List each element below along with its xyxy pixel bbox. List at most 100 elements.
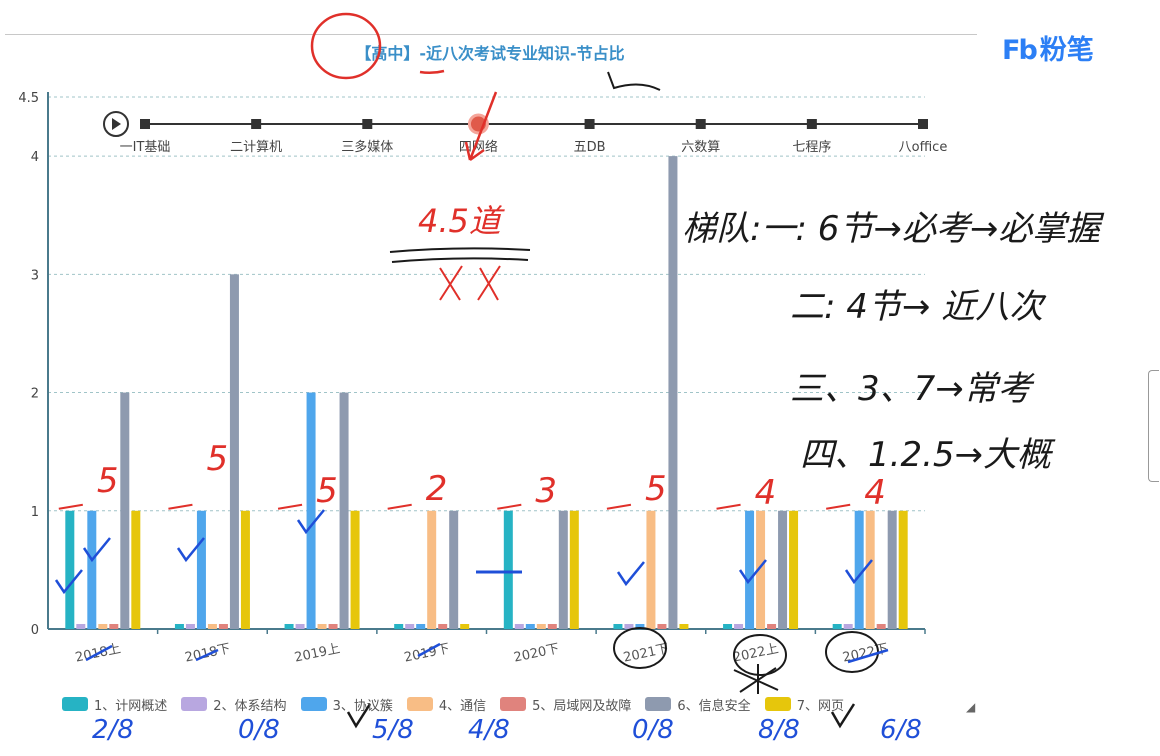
- y-tick-label: 0: [31, 623, 39, 638]
- bar: [207, 624, 217, 629]
- bar: [536, 624, 546, 629]
- ink-category-total: 2: [426, 469, 448, 509]
- legend-item[interactable]: 7、网页: [764, 695, 844, 714]
- timeline-node[interactable]: [140, 119, 150, 129]
- timeline-node[interactable]: [918, 119, 928, 129]
- legend-swatch: [406, 697, 433, 711]
- bar: [745, 510, 755, 629]
- bar: [723, 624, 733, 629]
- bar: [778, 510, 788, 629]
- timeline-label[interactable]: 六数算: [681, 140, 720, 155]
- ink-check: [738, 559, 767, 585]
- legend: 1、计网概述 2、体系结构 3、协议簇 4、通信 5、局域网及故障 6、信息安全 7、网页: [62, 694, 962, 714]
- y-tick-label: 4: [31, 150, 39, 165]
- brand-logo: Fb 粉笔: [1002, 28, 1094, 67]
- timeline-label[interactable]: 七程序: [792, 140, 831, 155]
- ink-fraction: 2/8: [92, 715, 134, 745]
- bar: [789, 510, 799, 629]
- ink-circle: [613, 627, 667, 669]
- legend-label: 4、通信: [438, 698, 487, 714]
- bar: [679, 624, 689, 629]
- legend-label: 2、体系结构: [213, 698, 287, 714]
- bar: [547, 624, 557, 629]
- bar: [635, 624, 645, 629]
- bar: [438, 624, 448, 629]
- ink-arrow: [464, 91, 498, 162]
- bar: [832, 624, 842, 629]
- timeline-label[interactable]: 三多媒体: [341, 139, 393, 155]
- bar: [185, 624, 195, 629]
- timeline[interactable]: 一IT基础 二计算机 三多媒体 四网络 五DB 六数算 七程序 八office: [103, 111, 948, 155]
- timeline-node[interactable]: [806, 119, 817, 129]
- ink-underline: [419, 69, 445, 75]
- ink-check: [176, 537, 205, 563]
- legend-label: 6、信息安全: [677, 698, 751, 714]
- side-panel-edge: [1148, 370, 1159, 482]
- bar: [131, 510, 141, 629]
- legend-label: 1、计网概述: [94, 698, 168, 714]
- ink-underline: [85, 642, 889, 664]
- bar: [756, 510, 766, 629]
- bar: [865, 510, 875, 629]
- timeline-node[interactable]: [251, 119, 262, 129]
- bar: [87, 510, 97, 629]
- bar: [624, 624, 634, 629]
- bar: [98, 624, 108, 629]
- ink-tick-mark: [497, 503, 522, 510]
- bar: [460, 624, 470, 629]
- timeline-node[interactable]: [695, 119, 706, 129]
- bars: [65, 156, 908, 629]
- brand-mark: Fb: [1002, 35, 1038, 66]
- timeline-node[interactable]: [362, 119, 373, 129]
- handwritten-annotations: 4.5道 5 5 5 2 3 5 4 4 2/8 0/8 5/8 4/8 0/8 8/8 6/8 梯队:一: 6…: [54, 12, 1104, 745]
- bar: [350, 510, 360, 629]
- bar: [196, 510, 206, 629]
- resize-grip-icon[interactable]: ◢: [966, 700, 976, 714]
- ink-fraction: 0/8: [632, 715, 674, 745]
- ink-summary-line: 四、1.2.5→大概: [800, 435, 1056, 475]
- legend-swatch: [181, 697, 208, 711]
- ink-category-total: 5: [316, 471, 338, 511]
- bar: [668, 156, 678, 629]
- x-tick-label: 2019下: [403, 641, 451, 665]
- ink-fraction: 8/8: [758, 715, 800, 745]
- ink-fraction: 4/8: [468, 715, 510, 745]
- legend-item[interactable]: 2、体系结构: [181, 695, 287, 714]
- bar: [174, 624, 184, 629]
- timeline-label[interactable]: 五DB: [574, 140, 606, 155]
- timeline-node[interactable]: [584, 119, 595, 129]
- legend-swatch: [645, 697, 672, 711]
- y-tick-label: 2: [31, 387, 39, 402]
- bar: [317, 624, 327, 629]
- y-tick-label: 4.5: [18, 91, 39, 106]
- legend-item[interactable]: 3、协议簇: [300, 695, 393, 714]
- bar: [843, 624, 853, 629]
- timeline-label[interactable]: 一IT基础: [120, 140, 171, 155]
- bar: [120, 392, 130, 629]
- legend-item[interactable]: 6、信息安全: [645, 695, 751, 714]
- ink-summary-line: 三、3、7→常考: [790, 369, 1035, 409]
- timeline-label[interactable]: 二计算机: [230, 140, 282, 155]
- bar: [284, 624, 294, 629]
- bar: [405, 624, 415, 629]
- bar: [65, 510, 75, 629]
- legend-item[interactable]: 5、局域网及故障: [500, 695, 631, 714]
- legend-item[interactable]: 1、计网概述: [62, 695, 167, 714]
- bar: [898, 510, 908, 629]
- ink-summary-line: 二: 4节→ 近八次: [790, 287, 1047, 327]
- ink-category-total: 4: [864, 473, 886, 513]
- x-tick-labels: 2018上 2018下 2019上 2019下 2020下 2021下 2022上 2022下: [74, 641, 890, 665]
- ink-tick-mark: [606, 503, 632, 510]
- bar: [657, 624, 667, 629]
- ink-category-total: 4: [755, 473, 777, 513]
- play-icon[interactable]: [103, 111, 129, 137]
- bar: [503, 510, 513, 629]
- timeline-label[interactable]: 八office: [899, 140, 948, 155]
- ink-circle: [733, 634, 787, 676]
- legend-item[interactable]: 4、通信: [406, 695, 487, 714]
- x-tick-label: 2020下: [512, 641, 560, 665]
- ink-category-total: 5: [97, 461, 119, 501]
- x-tick-label: 2022上: [732, 641, 780, 665]
- bar: [306, 392, 316, 629]
